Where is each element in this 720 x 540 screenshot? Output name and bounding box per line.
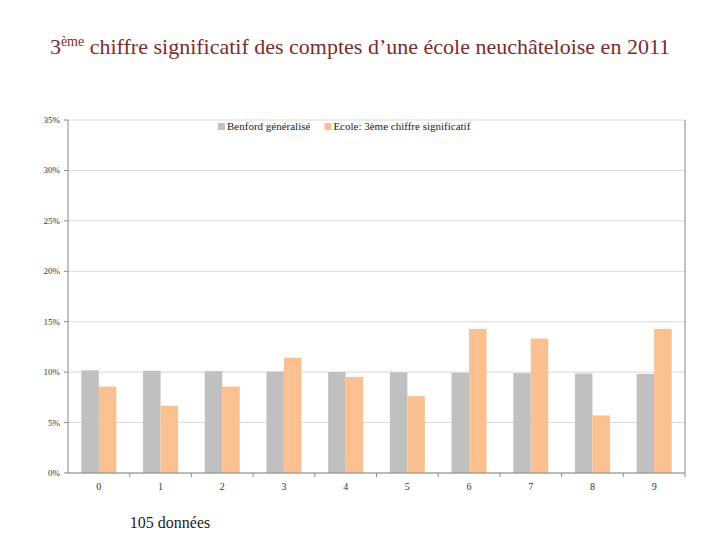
bar: [222, 387, 240, 473]
bar: [469, 329, 487, 473]
chart: 3ème chiffre significatif des comptes d’…: [0, 0, 720, 540]
x-tick-label: 7: [528, 481, 533, 492]
frame-right: [685, 120, 686, 473]
bar: [205, 371, 223, 473]
grid-line: [68, 321, 685, 322]
x-tick-label: 6: [467, 481, 472, 492]
bar: [81, 370, 99, 473]
y-tick: [64, 120, 68, 121]
bar: [161, 406, 179, 473]
x-tick: [376, 473, 377, 477]
title: 3ème chiffre significatif des comptes d’…: [50, 34, 670, 59]
bar: [637, 374, 655, 473]
x-tick-label: 1: [158, 481, 163, 492]
bar: [284, 358, 302, 473]
bar: [328, 372, 346, 473]
bar: [407, 396, 425, 473]
y-tick-label: 30%: [44, 165, 61, 175]
y-tick-label: 5%: [48, 418, 61, 428]
y-tick-label: 0%: [48, 468, 61, 478]
bar: [346, 377, 364, 473]
y-axis: [68, 120, 69, 473]
x-tick-label: 5: [405, 481, 410, 492]
bar: [654, 329, 672, 473]
chart-container: 3ème chiffre significatif des comptes d’…: [0, 0, 720, 540]
y-tick-label: 15%: [44, 317, 61, 327]
x-tick: [499, 473, 500, 477]
bar: [390, 372, 408, 473]
y-tick-label: 35%: [44, 115, 61, 125]
bar: [513, 373, 531, 473]
y-tick: [64, 170, 68, 171]
bar: [143, 371, 161, 473]
x-tick: [314, 473, 315, 477]
grid-line: [68, 271, 685, 272]
bar: [592, 415, 610, 473]
annotation: 105 données: [130, 514, 210, 531]
x-tick-label: 4: [343, 481, 348, 492]
legend-swatch: [218, 123, 225, 130]
y-tick: [64, 422, 68, 423]
x-tick-label: 9: [652, 481, 657, 492]
grid-line: [68, 170, 685, 171]
grid: [64, 120, 685, 473]
grid-line: [68, 220, 685, 221]
x-tick: [253, 473, 254, 477]
x-tick: [623, 473, 624, 477]
x-tick: [129, 473, 130, 477]
x-tick-label: 8: [590, 481, 595, 492]
y-tick: [64, 372, 68, 373]
x-tick-label: 3: [281, 481, 286, 492]
bar: [99, 387, 117, 473]
x-tick-label: 2: [220, 481, 225, 492]
legend-label: Ecole: 3ème chiffre significatif: [333, 120, 470, 132]
legend: Benford généralisé Ecole: 3ème chiffre si…: [218, 120, 471, 132]
x-tick: [438, 473, 439, 477]
bar: [266, 372, 284, 473]
legend-swatch: [324, 123, 331, 130]
y-tick: [64, 473, 68, 474]
y-tick-label: 25%: [44, 216, 61, 226]
x-tick: [561, 473, 562, 477]
legend-label: Benford généralisé: [227, 120, 310, 132]
bar: [452, 373, 470, 473]
y-tick-label: 10%: [44, 367, 61, 377]
y-tick: [64, 321, 68, 322]
y-tick-label: 20%: [44, 266, 61, 276]
bar: [575, 374, 593, 473]
y-tick: [64, 220, 68, 221]
y-tick: [64, 271, 68, 272]
bar: [531, 339, 549, 473]
x-tick-label: 0: [96, 481, 101, 492]
x-tick: [191, 473, 192, 477]
x-tick: [685, 473, 686, 477]
bars: [81, 329, 671, 473]
